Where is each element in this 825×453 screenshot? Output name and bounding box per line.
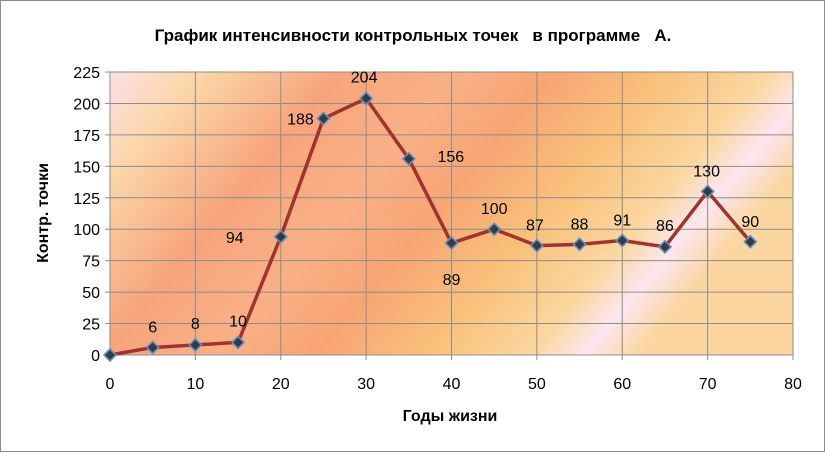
data-label: 91 [613, 213, 631, 230]
data-label: 204 [351, 69, 378, 86]
data-label: 90 [741, 214, 759, 231]
data-label: 188 [287, 112, 314, 129]
data-label: 156 [437, 149, 464, 166]
data-point [316, 111, 331, 126]
y-tick-label: 175 [73, 128, 100, 145]
x-tick-label: 50 [528, 376, 546, 393]
x-tick-label: 0 [106, 376, 115, 393]
data-point [615, 233, 630, 248]
data-label: 8 [191, 316, 200, 333]
data-label: 100 [481, 201, 508, 218]
x-axis-title: Годы жизни [403, 408, 498, 425]
data-point [401, 151, 416, 166]
data-label: 130 [693, 163, 720, 180]
y-tick-label: 200 [73, 96, 100, 113]
y-tick-label: 125 [73, 191, 100, 208]
series-line [109, 96, 752, 357]
x-tick-label: 30 [357, 376, 375, 393]
data-label: 88 [571, 216, 589, 233]
y-tick-label: 100 [73, 222, 100, 239]
data-point [572, 237, 587, 252]
data-point [102, 347, 118, 363]
data-point [743, 234, 758, 249]
data-point [358, 91, 374, 106]
data-point [487, 222, 502, 237]
x-tick-label: 10 [186, 376, 204, 393]
y-tick-label: 150 [73, 159, 100, 176]
data-label: 10 [229, 313, 247, 330]
data-label: 86 [656, 218, 674, 235]
chart-title: График интенсивности контрольных точек в… [155, 26, 672, 45]
data-label: 89 [443, 272, 461, 289]
data-label: 87 [526, 218, 544, 235]
y-tick-label: 0 [91, 348, 100, 365]
data-point [700, 184, 715, 199]
axis-ticks: 0 25 50 75 100 125 150 175 200 225 0 10 20 30 40 50 60 70… [73, 65, 802, 393]
data-label: 94 [226, 230, 244, 247]
data-point [188, 337, 203, 353]
data-point [145, 340, 160, 355]
y-tick-label: 25 [82, 317, 100, 334]
x-tick-label: 80 [784, 376, 802, 393]
y-tick-label: 225 [73, 65, 100, 82]
data-point [529, 238, 545, 253]
data-point [444, 235, 459, 251]
y-tick-label: 75 [82, 254, 100, 271]
y-axis-title: Контр. точки [35, 163, 52, 263]
data-point [230, 335, 246, 350]
y-tick-label: 50 [82, 285, 100, 302]
x-tick-label: 40 [443, 376, 461, 393]
data-labels: 6 8 10 94 188 204 156 89 100 87 88 91 86 130 90 [148, 69, 759, 336]
x-tick-label: 20 [272, 376, 290, 393]
markers [102, 91, 758, 363]
data-point [657, 239, 673, 254]
data-label: 6 [148, 319, 157, 336]
x-tick-label: 70 [699, 376, 717, 393]
data-point [273, 229, 288, 244]
series [109, 96, 752, 357]
x-tick-label: 60 [613, 376, 631, 393]
